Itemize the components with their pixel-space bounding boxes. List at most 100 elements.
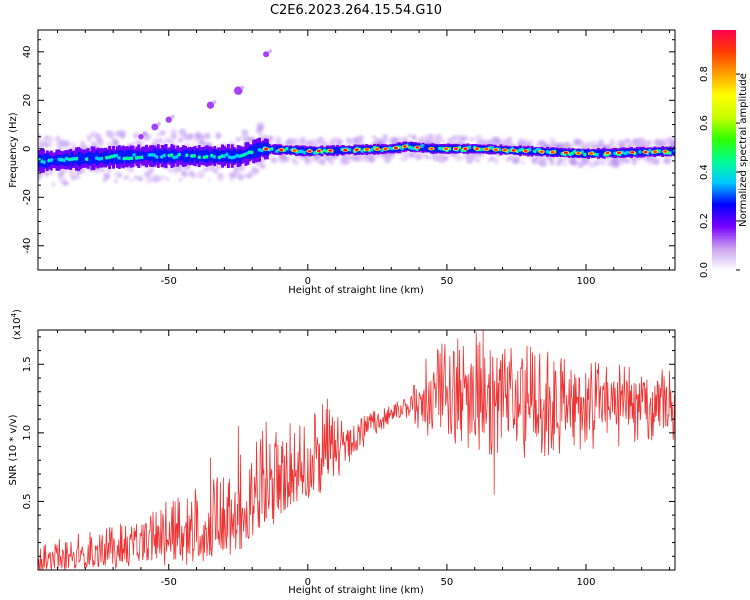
colorbar-tick-label: 0.8 bbox=[699, 66, 710, 82]
x-tick-label: -50 bbox=[161, 276, 177, 287]
y-tick-label: 1.5 bbox=[22, 356, 33, 372]
spectrogram-halo-cell bbox=[118, 173, 123, 178]
spectrogram-halo-cell bbox=[194, 137, 198, 141]
spectrogram-halo-cell bbox=[218, 134, 223, 138]
spectrogram-halo-cell bbox=[76, 175, 80, 180]
spectrogram-halo-cell bbox=[48, 136, 54, 142]
spectrogram-halo-cell bbox=[417, 153, 424, 160]
spectrogram-halo-cell bbox=[106, 141, 112, 147]
spectrogram-halo-cell bbox=[241, 129, 249, 137]
snr-y-multiplier: (x104) bbox=[10, 309, 23, 340]
spectrogram-halo-cell bbox=[581, 157, 590, 166]
y-tick-label: 1.0 bbox=[22, 425, 33, 441]
spectrogram-core-cell bbox=[273, 146, 277, 153]
spectrogram-peak-cell bbox=[523, 149, 528, 153]
spectrogram-halo-cell bbox=[45, 140, 53, 148]
spectrogram-halo-cell bbox=[672, 140, 675, 145]
spectrogram-halo-cell bbox=[237, 174, 244, 181]
spectrogram-peak-cell bbox=[663, 150, 668, 153]
spectrogram-halo-cell bbox=[200, 174, 205, 178]
colorbar-ticks: 0.0 0.2 0.4 0.6 0.8 bbox=[699, 66, 740, 278]
spectrogram-branch-cell bbox=[234, 86, 243, 95]
spectrogram-core-cell bbox=[80, 153, 84, 164]
y-tick-label: 40 bbox=[22, 45, 33, 58]
spectrogram-halo-cell bbox=[293, 159, 299, 166]
spectrogram-halo-cell bbox=[132, 141, 136, 145]
spectrogram-halo-cell bbox=[382, 134, 389, 140]
spectrogram-halo-cell bbox=[162, 139, 168, 146]
spectrogram-halo-cell bbox=[539, 159, 548, 168]
spectrogram-halo-cell bbox=[235, 136, 241, 142]
colorbar-tick-label: 0.0 bbox=[699, 262, 710, 278]
spectrogram-halo-cell bbox=[372, 135, 376, 140]
spectrogram-core-cell bbox=[451, 145, 455, 153]
spectrogram-halo-cell bbox=[181, 171, 189, 178]
spectrogram-peak-cell bbox=[279, 148, 284, 152]
spectrogram-halo-cell bbox=[114, 179, 118, 183]
snr-frame bbox=[37, 329, 676, 571]
spectrogram-halo-cell bbox=[108, 131, 115, 138]
spectrogram-peak-cell bbox=[454, 147, 459, 150]
x-tick-label: 100 bbox=[576, 577, 595, 588]
spectrogram-peak-cell bbox=[474, 147, 479, 151]
spectrogram-core-cell bbox=[78, 151, 82, 167]
spectrogram-halo-cell bbox=[216, 164, 221, 170]
spectrogram-branch-cell bbox=[268, 49, 273, 54]
spectrogram-halo-cell bbox=[357, 134, 365, 142]
y-tick-label: 0 bbox=[22, 146, 33, 152]
spectrogram-core-cell bbox=[288, 146, 292, 154]
spectrogram-core-cell bbox=[338, 147, 342, 154]
spectrogram-halo-cell bbox=[157, 139, 164, 145]
page-title: C2E6.2023.264.15.54.G10 bbox=[270, 3, 442, 18]
spectrogram-halo-cell bbox=[177, 137, 184, 143]
spectrogram-branch-cell bbox=[142, 131, 147, 136]
x-tick-label: 0 bbox=[305, 276, 311, 287]
spectrogram-core-cell bbox=[433, 145, 437, 152]
spectrogram-peak-cell bbox=[328, 149, 333, 152]
spectrogram-halo-cell bbox=[563, 162, 568, 167]
spectrogram-halo-cell bbox=[549, 160, 555, 166]
spectrogram-halo-cell bbox=[169, 140, 174, 144]
spectrogram-halo-cell bbox=[64, 181, 70, 186]
spectrogram-halo-cell bbox=[129, 178, 134, 182]
spectrogram-halo-cell bbox=[631, 160, 637, 166]
snr-y-multiplier-exp: 4 bbox=[10, 312, 18, 317]
spectrogram-halo-cell bbox=[493, 158, 500, 165]
spectrogram-core-cell bbox=[586, 150, 590, 157]
spectrogram-branch-cell bbox=[212, 100, 217, 105]
spectrogram-halo-cell bbox=[160, 175, 165, 179]
spectrogram-halo-cell bbox=[506, 137, 513, 145]
spectrogram-halo-cell bbox=[145, 176, 153, 184]
spectrogram-halo-cell bbox=[68, 170, 75, 177]
spectrogram-halo-cell bbox=[100, 167, 105, 173]
spectrogram-halo-cell bbox=[107, 168, 112, 173]
spectrogram-core-cell bbox=[543, 149, 547, 155]
spectrogram-core-cell bbox=[183, 150, 187, 163]
spectrogram-halo-cell bbox=[156, 132, 161, 137]
spectrogram-halo-cell bbox=[438, 153, 443, 158]
spectrogram-halo-cell bbox=[411, 135, 417, 141]
spectrogram-peak-cell bbox=[617, 151, 622, 154]
spectrogram-core-cell bbox=[128, 150, 132, 164]
spectrogram-core-cell bbox=[55, 154, 59, 166]
spectrogram-ticks: -50 0 50 100 -40 -20 0 20 40 bbox=[22, 30, 675, 287]
spectrogram-peak-cell bbox=[394, 146, 399, 150]
spectrogram-core-cell bbox=[208, 151, 212, 161]
spectrogram-halo-cell bbox=[574, 161, 579, 166]
snr-y-multiplier-base: (x10 bbox=[12, 317, 23, 340]
spectrogram-halo-cell bbox=[469, 137, 475, 142]
spectrogram-halo-cell bbox=[434, 133, 443, 142]
spectrogram-halo-cell bbox=[70, 174, 77, 181]
spectrogram-peak-cell bbox=[402, 145, 407, 148]
y-tick-label: 20 bbox=[22, 94, 33, 107]
spectrogram-core-cell bbox=[426, 145, 430, 152]
spectrogram-halo-cell bbox=[80, 140, 85, 146]
spectrogram-branch-cell bbox=[170, 114, 175, 119]
spectrogram-halo-cell bbox=[170, 133, 177, 140]
spectrogram-halo-cell bbox=[128, 167, 135, 173]
spectrogram-halo-cell bbox=[239, 165, 246, 172]
spectrogram-halo-cell bbox=[149, 167, 154, 173]
spectrogram-core-cell bbox=[611, 149, 615, 156]
spectrogram-core-cell bbox=[423, 145, 427, 151]
spectrogram-halo-cell bbox=[428, 133, 435, 140]
